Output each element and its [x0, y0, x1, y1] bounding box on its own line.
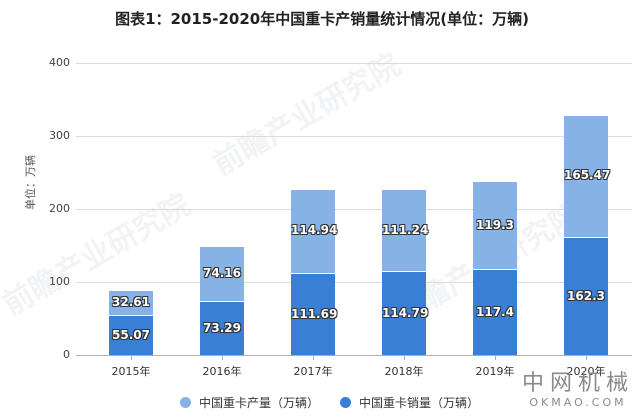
- bar-production[interactable]: 32.61: [109, 290, 153, 315]
- legend-label: 中国重卡销量（万辆）: [359, 396, 480, 410]
- y-tick-label: 300: [49, 129, 70, 142]
- value-label: 74.16: [203, 266, 241, 281]
- value-label: 162.3: [567, 288, 605, 303]
- watermark: 前瞻产业研究院: [207, 47, 407, 183]
- x-tick-label: 2017年: [293, 365, 333, 378]
- x-tick: [495, 355, 496, 360]
- y-axis-label: 单位：万辆: [24, 155, 37, 210]
- brand-logo: 中网机械 OKMAO.COM: [522, 372, 634, 410]
- bar-sales[interactable]: 162.3: [564, 236, 608, 355]
- x-tick-label: 2020年: [566, 365, 606, 378]
- value-label: 111.24: [382, 222, 429, 237]
- gridline: [76, 63, 632, 64]
- gridline: [76, 136, 632, 137]
- value-label: 119.3: [476, 217, 514, 232]
- x-axis-line: [76, 355, 632, 356]
- x-tick-label: 2019年: [475, 365, 515, 378]
- brand-en: OKMAO.COM: [529, 396, 627, 409]
- legend-dot-icon: [180, 397, 191, 408]
- legend-dot-icon: [340, 397, 351, 408]
- y-tick-label: 0: [63, 348, 70, 361]
- bar-production[interactable]: 119.3: [473, 182, 517, 270]
- bar-sales[interactable]: 55.07: [109, 314, 153, 355]
- value-label: 73.29: [203, 321, 241, 336]
- legend-label: 中国重卡产量（万辆）: [199, 396, 320, 410]
- value-label: 32.61: [112, 294, 150, 309]
- x-tick: [222, 355, 223, 360]
- value-label: 114.79: [382, 306, 429, 321]
- gridline: [76, 282, 632, 283]
- bar-sales[interactable]: 114.79: [382, 271, 429, 355]
- y-tick-label: 100: [49, 275, 70, 288]
- legend-item-sales[interactable]: 中国重卡销量（万辆）: [340, 394, 479, 411]
- value-label: 114.94: [291, 223, 338, 238]
- value-label: 111.69: [291, 307, 338, 322]
- x-tick-label: 2018年: [384, 365, 424, 378]
- value-label: 117.4: [476, 305, 514, 320]
- chart-title: 图表1：2015-2020年中国重卡产销量统计情况(单位：万辆): [115, 10, 529, 28]
- y-tick-label: 400: [49, 56, 70, 69]
- bar-production[interactable]: 111.24: [382, 189, 429, 272]
- bar-production[interactable]: 165.47: [564, 115, 611, 237]
- bar-production[interactable]: 74.16: [200, 247, 244, 302]
- bar-sales[interactable]: 117.4: [473, 269, 517, 355]
- x-tick: [313, 355, 314, 360]
- x-tick-label: 2016年: [202, 365, 242, 378]
- bar-sales[interactable]: 73.29: [200, 301, 244, 355]
- value-label: 165.47: [564, 168, 611, 183]
- x-tick: [131, 355, 132, 360]
- value-label: 55.07: [112, 327, 150, 342]
- gridline: [76, 209, 632, 210]
- legend-item-production[interactable]: 中国重卡产量（万辆）: [180, 394, 319, 411]
- y-tick-label: 200: [49, 202, 70, 215]
- x-tick: [404, 355, 405, 360]
- x-tick-label: 2015年: [111, 365, 151, 378]
- bar-sales[interactable]: 111.69: [291, 273, 338, 355]
- brand-cn: 中网机械: [521, 371, 634, 396]
- bar-production[interactable]: 114.94: [291, 189, 338, 274]
- x-tick: [586, 355, 587, 360]
